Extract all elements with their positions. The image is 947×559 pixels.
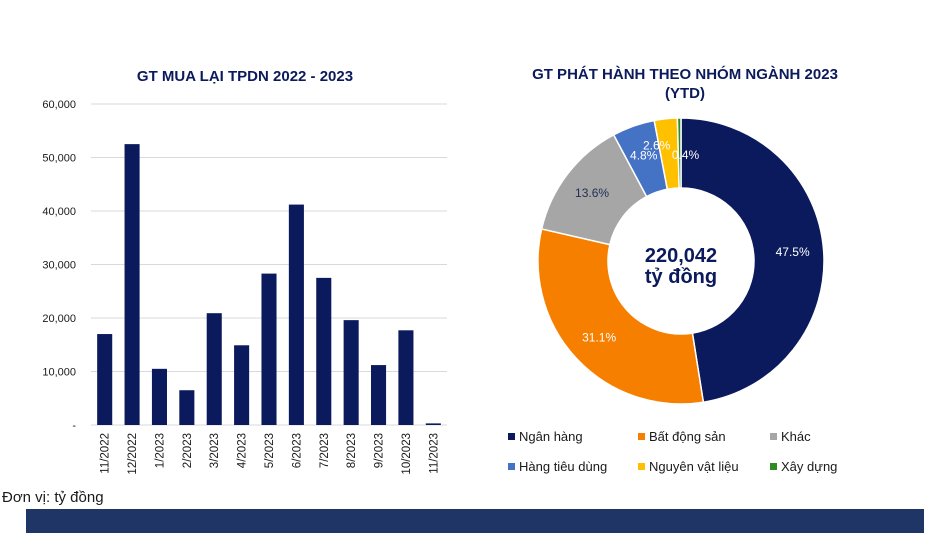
donut-slice — [680, 117, 825, 404]
x-tick-label: 12/2022 — [127, 433, 139, 475]
x-tick-label: 7/2023 — [319, 433, 331, 468]
bar — [261, 273, 277, 425]
donut-legend: Ngân hàng Bất động sản Khác Hàng tiêu dùng N… — [508, 429, 837, 474]
donut-data-label: 47.5% — [776, 245, 810, 259]
bar — [234, 345, 250, 425]
bar — [288, 204, 304, 425]
donut-slices — [537, 117, 825, 405]
x-tick-label: 5/2023 — [264, 433, 276, 468]
legend-swatch — [770, 463, 777, 470]
legend-label: Khác — [781, 429, 811, 444]
x-tick-label: 11/2022 — [100, 433, 112, 474]
bar-chart-x-axis: 11/2022 12/2022 1/2023 2/2023 3/2023 4/2023 5/… — [100, 433, 441, 475]
legend-label: Hàng tiêu dùng — [519, 459, 607, 474]
legend-swatch — [638, 433, 645, 440]
bar-chart: GT MUA LẠI TPDN 2022 - 2023 - 10,000 20,00… — [42, 68, 447, 475]
y-tick-label: 50,000 — [42, 153, 76, 165]
x-tick-label: 10/2023 — [401, 433, 413, 475]
legend-swatch — [508, 433, 515, 440]
y-tick-label: 60,000 — [42, 99, 76, 111]
donut-data-label: 4.8% — [630, 148, 658, 162]
x-tick-label: 2/2023 — [182, 433, 194, 468]
donut-data-labels: 47.5% 31.1% 13.6% 4.8%2.6%0.4% — [575, 139, 810, 345]
bar — [371, 365, 387, 425]
y-tick-label: 30,000 — [42, 260, 76, 272]
legend-label: Nguyên vật liệu — [649, 459, 739, 474]
y-tick-label: 20,000 — [42, 313, 76, 325]
legend-swatch — [638, 463, 645, 470]
bar — [179, 390, 195, 425]
bar — [206, 313, 222, 425]
x-tick-label: 11/2023 — [428, 433, 440, 474]
bar — [425, 423, 441, 425]
footer-band — [26, 509, 924, 533]
legend-label: Xây dựng — [781, 459, 837, 474]
bar — [151, 368, 167, 425]
donut-center-value: 220,042 — [645, 245, 717, 267]
bar — [316, 277, 332, 425]
bar — [124, 144, 140, 425]
donut-data-label: 13.6% — [575, 186, 609, 200]
y-tick-label: - — [72, 420, 76, 432]
bar — [343, 320, 359, 425]
legend-label: Bất động sản — [649, 429, 726, 444]
donut-chart-subtitle: (YTD) — [665, 85, 705, 102]
donut-slice — [537, 228, 705, 405]
x-tick-label: 4/2023 — [237, 433, 249, 468]
x-tick-label: 6/2023 — [291, 433, 303, 468]
donut-chart-title: GT PHÁT HÀNH THEO NHÓM NGÀNH 2023 — [532, 65, 838, 83]
bar — [97, 334, 113, 425]
bar-chart-title: GT MUA LẠI TPDN 2022 - 2023 — [137, 68, 353, 85]
bar-chart-bars — [97, 144, 441, 425]
y-tick-label: 40,000 — [42, 206, 76, 218]
x-tick-label: 3/2023 — [209, 433, 221, 468]
donut-data-label: 0.4% — [672, 148, 700, 162]
bar — [398, 330, 414, 425]
donut-data-label: 31.1% — [582, 330, 616, 344]
x-tick-label: 8/2023 — [346, 433, 358, 468]
donut-data-label: 2.6% — [643, 139, 671, 153]
legend-label: Ngân hàng — [519, 429, 583, 444]
donut-chart: GT PHÁT HÀNH THEO NHÓM NGÀNH 2023 (YTD) … — [508, 65, 838, 474]
donut-slice — [676, 117, 682, 189]
y-tick-label: 10,000 — [42, 367, 76, 379]
x-tick-label: 9/2023 — [374, 433, 386, 468]
legend-swatch — [508, 463, 515, 470]
legend-swatch — [770, 433, 777, 440]
bar-chart-y-axis: - 10,000 20,000 30,000 40,000 50,000 60,000 — [42, 99, 76, 432]
donut-center-unit: tỷ đồng — [645, 266, 717, 288]
unit-note: Đơn vị: tỷ đồng — [2, 489, 104, 506]
x-tick-label: 1/2023 — [154, 433, 166, 468]
